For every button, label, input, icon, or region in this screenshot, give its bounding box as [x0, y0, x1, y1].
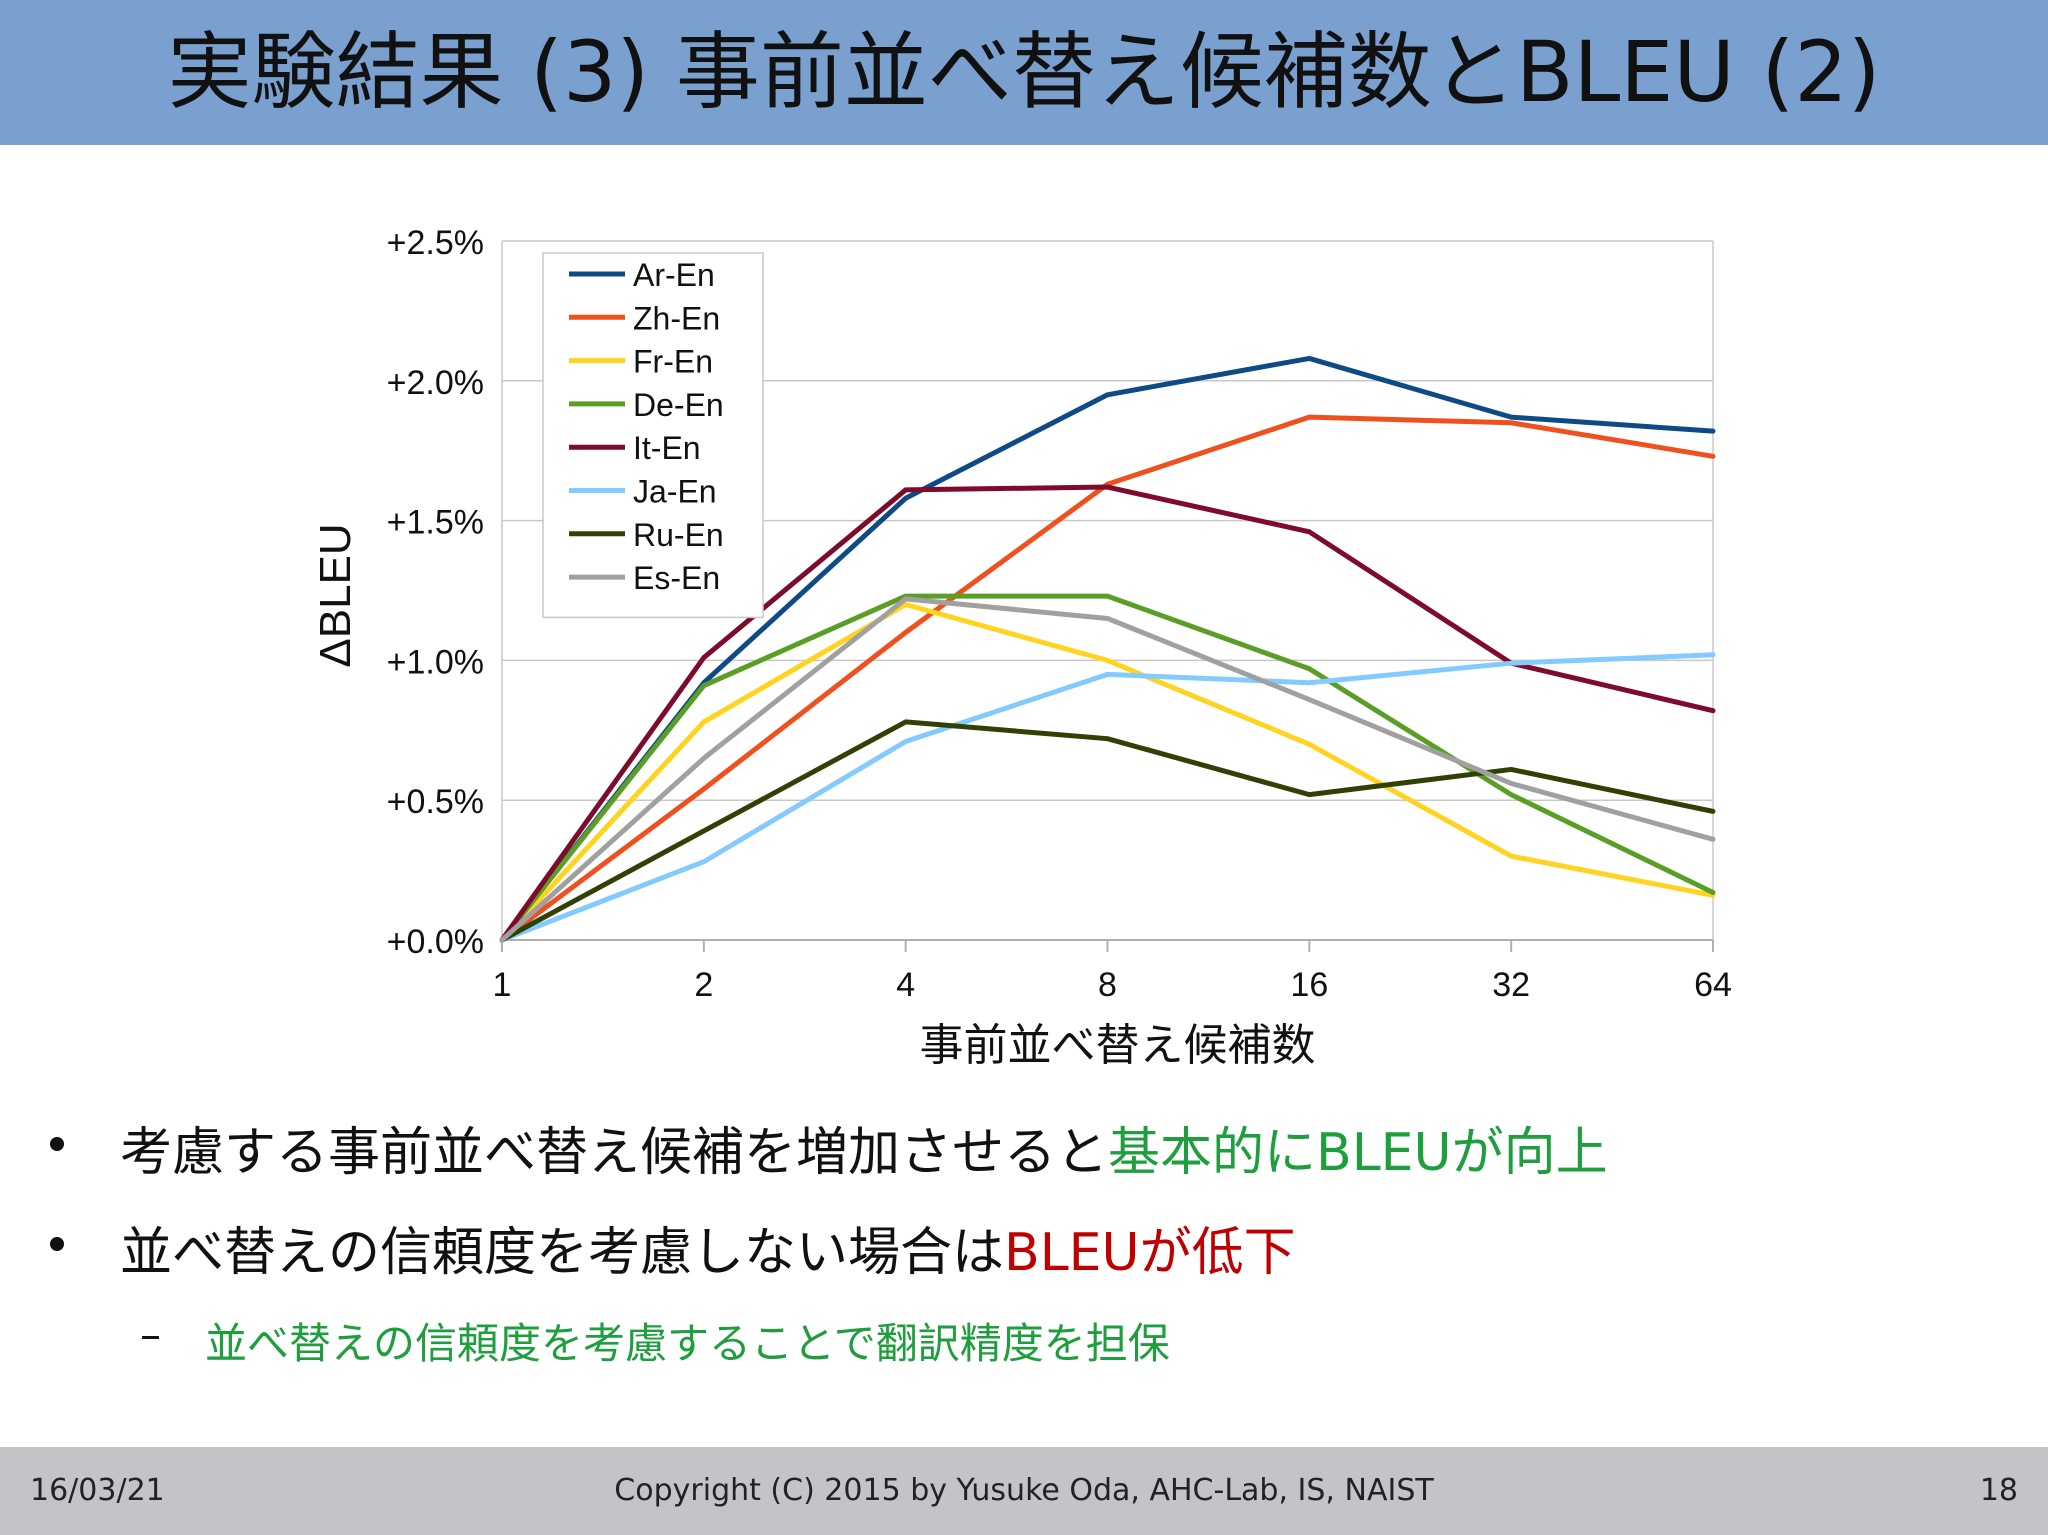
- y-tick-label: +0.5%: [387, 783, 484, 821]
- y-tick-label: +2.0%: [387, 364, 484, 402]
- x-tick-label: 1: [493, 966, 512, 1004]
- x-tick-label: 16: [1290, 966, 1328, 1004]
- title-bar: [0, 0, 2048, 145]
- y-tick-label: +2.5%: [387, 224, 484, 262]
- sub-bullet-text: 並べ替えの信頼度を考慮することで翻訳精度を担保: [205, 1319, 1170, 1368]
- bullet-item-1: 考慮する事前並べ替え候補を増加させると基本的にBLEUが向上: [120, 1110, 1608, 1185]
- bullet-dot: [50, 1137, 64, 1151]
- footer-date: 16/03/21: [30, 1473, 165, 1508]
- legend-label: Ja-En: [633, 474, 717, 510]
- series-line-de-en: [499, 593, 1716, 943]
- bullet-item-2: 並べ替えの信頼度を考慮しない場合はBLEUが低下: [120, 1210, 1296, 1285]
- page-number: 18: [1979, 1473, 2018, 1508]
- x-tick-label: 2: [694, 966, 713, 1004]
- y-tick-label: +1.5%: [387, 504, 484, 542]
- series-line-zh-en: [499, 414, 1716, 943]
- x-tick-label: 32: [1492, 966, 1530, 1004]
- footer-copyright: Copyright (C) 2015 by Yusuke Oda, AHC-La…: [614, 1473, 1434, 1508]
- x-tick-label: 64: [1694, 966, 1732, 1004]
- legend-label: Fr-En: [633, 344, 713, 380]
- series-line-es-en: [499, 596, 1716, 943]
- series-line-ja-en: [499, 652, 1716, 943]
- x-axis-label: 事前並べ替え候補数: [920, 1020, 1316, 1071]
- series-line-ar-en: [499, 355, 1716, 943]
- sub-bullet-dash: –: [140, 1310, 161, 1359]
- legend-label: De-En: [633, 387, 724, 423]
- legend-label: Es-En: [633, 560, 720, 596]
- bullet-2-text: 並べ替えの信頼度を考慮しない場合は: [120, 1223, 1005, 1283]
- page-title: 実験結果 (3) 事前並べ替え候補数とBLEU (2): [167, 23, 1881, 121]
- bullet-1-highlight: 基本的にBLEUが向上: [1108, 1123, 1608, 1183]
- legend-label: Zh-En: [633, 300, 720, 336]
- series-line-fr-en: [499, 601, 1716, 943]
- bullet-1-text: 考慮する事前並べ替え候補を増加させると: [120, 1123, 1109, 1183]
- bullet-dot: [50, 1237, 64, 1251]
- legend-label: Ru-En: [633, 517, 724, 553]
- y-tick-label: +1.0%: [387, 643, 484, 681]
- footer: 16/03/21 Copyright (C) 2015 by Yusuke Od…: [0, 1447, 2048, 1535]
- line-chart: +0.0% +0.5% +1.0% +1.5% +2.0% +2.5% 1 2 4 8 16 32 64…: [311, 224, 1732, 1071]
- y-axis-label: ΔBLEU: [311, 523, 360, 667]
- y-tick-label: +0.0%: [387, 923, 484, 961]
- legend-label: It-En: [633, 430, 701, 466]
- bullet-2-highlight: BLEUが低下: [1004, 1223, 1296, 1283]
- x-tick-label: 4: [896, 966, 915, 1004]
- series-line-ru-en: [499, 719, 1716, 943]
- legend-label: Ar-En: [633, 257, 715, 293]
- x-tick-label: 8: [1098, 966, 1117, 1004]
- legend-box: [542, 252, 764, 619]
